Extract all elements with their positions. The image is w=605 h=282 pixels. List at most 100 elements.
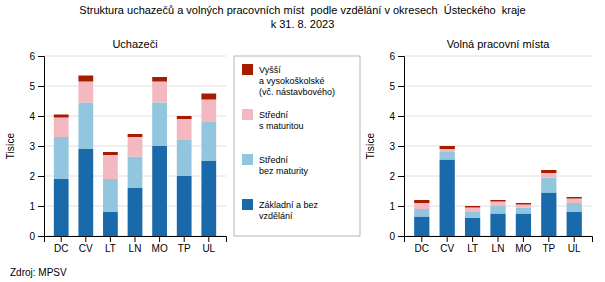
x-tick-mark <box>447 236 448 242</box>
y-axis: 0123456 <box>389 51 404 242</box>
y-tick-label: 0 <box>29 231 35 242</box>
y-tick-mark <box>398 86 404 87</box>
legend-label: Střednís maturitou <box>259 110 304 131</box>
bar-segment <box>177 119 192 140</box>
bar-segment <box>567 212 582 236</box>
y-tick-label: 5 <box>389 81 395 92</box>
x-tick-label: TP <box>542 243 555 254</box>
y-tick: 6 <box>389 51 404 62</box>
series <box>54 103 216 213</box>
bar-segment <box>103 179 118 212</box>
x-tick-mark <box>421 236 422 242</box>
x-tick-mark <box>523 236 524 242</box>
y-tick-label: 6 <box>389 51 395 62</box>
bar-segment <box>490 202 505 207</box>
series <box>414 152 582 218</box>
legend-swatch <box>242 154 253 165</box>
bar-segment <box>567 199 582 204</box>
grid-line <box>44 56 226 57</box>
bar-segment <box>465 208 480 213</box>
x-tick-mark <box>135 236 136 242</box>
x-tick-label: LN <box>492 243 505 254</box>
legend-label: Základní a bezvzdělání <box>259 200 319 221</box>
y-tick-label: 1 <box>29 201 35 212</box>
bar-segment <box>201 161 216 236</box>
bar-segment <box>54 115 69 118</box>
bar-segment <box>103 155 118 179</box>
legend-swatch <box>242 109 253 120</box>
grid-line <box>404 56 592 57</box>
grid-line <box>404 146 592 147</box>
y-tick-mark <box>38 206 44 207</box>
y-tick-mark <box>398 146 404 147</box>
legend-label: Vyššía vysokoškolské(vč. nástavbového) <box>259 65 335 97</box>
x-tick-mark <box>574 236 575 242</box>
x-tick-label: CV <box>79 243 93 254</box>
bar-segment <box>103 212 118 236</box>
x-tick: LN <box>492 236 505 254</box>
bar-segment <box>201 122 216 161</box>
bar-segment <box>177 116 192 119</box>
y-tick-label: 4 <box>29 111 35 122</box>
x-tick-mark <box>472 236 473 242</box>
x-tick: LT <box>105 236 116 254</box>
y-tick-label: 6 <box>29 51 35 62</box>
bar-segment <box>414 217 429 237</box>
bar-segment <box>414 200 429 203</box>
series <box>54 82 216 180</box>
x-tick-mark <box>498 236 499 242</box>
bar-segment <box>201 100 216 123</box>
x-tick: LT <box>467 236 478 254</box>
x-tick-label: TP <box>178 243 191 254</box>
x-axis-line <box>45 237 227 243</box>
bar-segment <box>465 206 480 208</box>
y-tick-mark <box>38 176 44 177</box>
x-tick: CV <box>440 236 454 254</box>
x-tick-label: UL <box>568 243 581 254</box>
bar-segment <box>414 203 429 209</box>
x-tick-label: DC <box>54 243 68 254</box>
y-tick-mark <box>398 236 404 237</box>
bar-segment <box>152 146 167 236</box>
series <box>414 146 582 208</box>
bar-segment <box>516 203 531 205</box>
bar-segment <box>490 206 505 214</box>
bar-segment <box>541 193 556 237</box>
bar-segment <box>78 103 93 150</box>
x-tick-mark <box>61 236 62 242</box>
grid <box>404 56 592 236</box>
bar-segment <box>177 140 192 176</box>
y-tick: 4 <box>29 111 44 122</box>
y-tick-mark <box>398 176 404 177</box>
series <box>54 76 216 156</box>
bar-segment <box>201 94 216 100</box>
panel: 0123456DCCVLTLNMOTPULTisíceUchazeči <box>5 38 227 254</box>
title: Struktura uchazečů a volných pracovních … <box>79 4 525 16</box>
y-axis-title: Tisíce <box>365 132 376 159</box>
bar-segment <box>152 82 167 103</box>
x-tick: MO <box>152 236 168 254</box>
y-tick: 5 <box>29 81 44 92</box>
bar-segment <box>78 149 93 236</box>
y-axis-line <box>398 57 405 237</box>
y-tick: 1 <box>389 201 404 212</box>
bar-segment <box>440 152 455 160</box>
x-tick-label: MO <box>152 243 168 254</box>
bar-segment <box>128 134 143 137</box>
bar-segment <box>465 218 480 236</box>
y-tick-label: 0 <box>389 231 395 242</box>
y-axis: 0123456 <box>29 51 44 242</box>
x-tick: UL <box>202 236 215 254</box>
y-tick-label: 1 <box>389 201 395 212</box>
y-tick: 0 <box>29 231 44 242</box>
bar-segment <box>541 173 556 178</box>
bar-segment <box>516 214 531 237</box>
x-tick-mark <box>110 236 111 242</box>
x-tick-mark <box>159 236 160 242</box>
bar-segment <box>567 203 582 212</box>
bar-segment <box>440 149 455 152</box>
grid-line <box>404 116 592 117</box>
x-tick-label: CV <box>440 243 454 254</box>
bars <box>414 146 582 236</box>
y-tick-label: 5 <box>29 81 35 92</box>
